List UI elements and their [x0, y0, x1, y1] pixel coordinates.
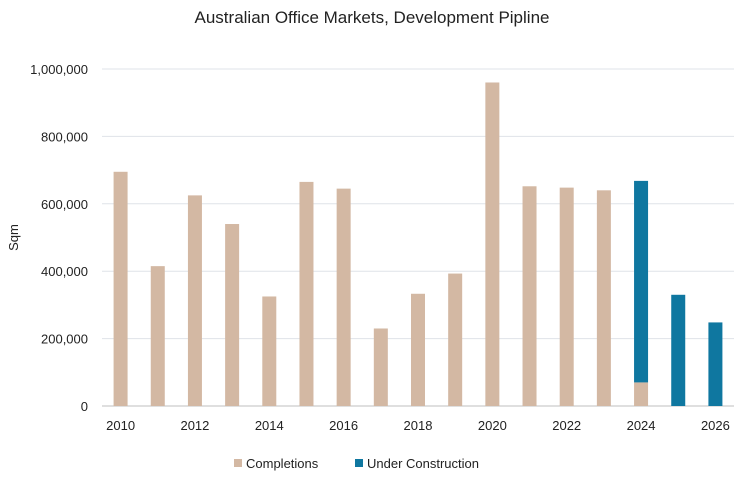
legend-under-construction-label: Under Construction [367, 456, 479, 471]
x-tick-label: 2016 [329, 418, 358, 433]
x-tick-label: 2024 [627, 418, 656, 433]
x-tick-label: 2018 [404, 418, 433, 433]
x-tick-label: 2022 [552, 418, 581, 433]
legend-completions-swatch [234, 459, 242, 467]
x-tick-label: 2020 [478, 418, 507, 433]
completions-bar [411, 293, 425, 406]
under-construction-bar [671, 294, 686, 406]
chart-title: Australian Office Markets, Development P… [194, 8, 550, 27]
y-tick-label: 1,000,000 [30, 62, 88, 77]
y-tick-label: 0 [81, 399, 88, 414]
completions-bar [522, 186, 537, 406]
completions-bar [634, 382, 649, 406]
y-tick-label: 600,000 [41, 197, 88, 212]
completions-bar [596, 190, 611, 406]
under-construction-bar [634, 180, 649, 383]
y-tick-label: 200,000 [41, 332, 88, 347]
x-tick-label: 2026 [701, 418, 730, 433]
completions-bar [187, 195, 202, 406]
completions-bar [448, 273, 463, 406]
x-tick-label: 2012 [180, 418, 209, 433]
completions-bar [485, 82, 500, 406]
y-tick-label: 800,000 [41, 129, 88, 144]
completions-bar [373, 328, 388, 406]
y-tick-label: 400,000 [41, 264, 88, 279]
completions-bar [113, 171, 128, 406]
completions-bar [559, 187, 574, 406]
completions-bar [225, 224, 240, 406]
y-axis-title: Sqm [6, 224, 21, 251]
x-tick-label: 2010 [106, 418, 135, 433]
completions-bar [262, 296, 277, 406]
under-construction-bar [708, 322, 723, 406]
completions-bar [150, 266, 165, 406]
legend-under-construction-swatch [355, 459, 363, 467]
x-tick-label: 2014 [255, 418, 284, 433]
completions-bar [299, 181, 314, 406]
legend-completions-label: Completions [246, 456, 319, 471]
completions-bar [336, 188, 351, 406]
